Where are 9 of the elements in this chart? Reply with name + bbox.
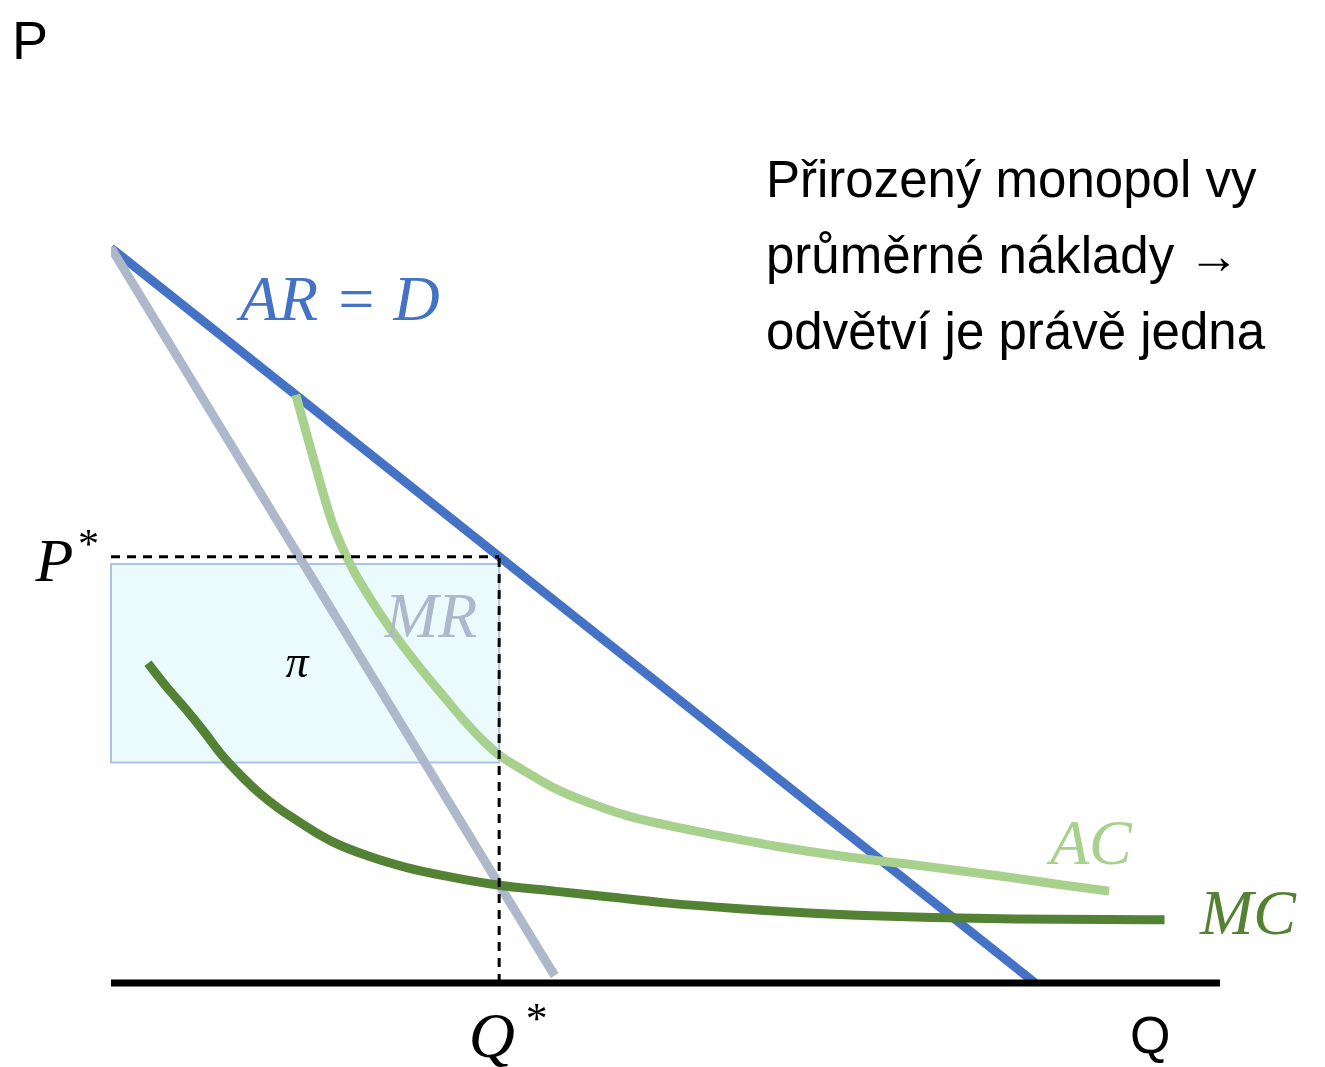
band-label: π <box>285 636 311 688</box>
y-axis-title: P <box>12 10 49 70</box>
series-label: MC <box>1199 877 1298 948</box>
series-label: AC <box>1046 807 1134 878</box>
series-label: MR <box>384 580 478 651</box>
annotation: Přirozený monopol vy průměrné náklady → odvětví je právě jedna <box>766 151 1266 360</box>
series-label: AR = D <box>236 263 440 334</box>
ref-line-label: P$^{*}$ <box>34 519 98 594</box>
x-axis-title: Q <box>1130 1006 1171 1064</box>
